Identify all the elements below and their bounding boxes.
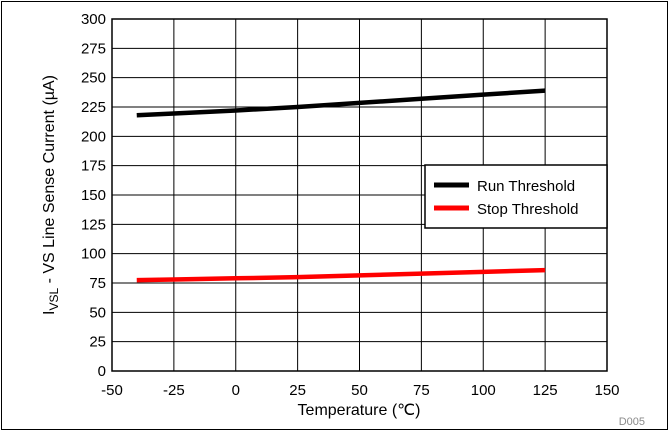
y-tick-label: 25 [89, 334, 106, 351]
y-tick-label: 275 [81, 40, 106, 57]
x-tick-label: 75 [413, 382, 430, 399]
y-axis-title: IVSL - VS Line Sense Current (µA) [41, 75, 61, 315]
legend-label-run-threshold: Run Threshold [477, 178, 575, 195]
figure-id: D005 [619, 416, 645, 428]
series-line-stop-threshold [136, 267, 546, 283]
x-tick-label: 100 [471, 382, 496, 399]
x-tick-label: 125 [533, 382, 558, 399]
y-tick-label: 225 [81, 99, 106, 116]
y-tick-label: 150 [81, 187, 106, 204]
y-tick-label: 0 [98, 363, 106, 380]
series-line-run-threshold [136, 88, 546, 118]
x-tick-label: 0 [232, 382, 240, 399]
y-tick-label: 100 [81, 246, 106, 263]
y-tick-label: 50 [89, 304, 106, 321]
x-tick-label: 50 [351, 382, 368, 399]
x-axis-title: Temperature (℃) [298, 402, 421, 419]
y-tick-labels: 0 25 50 75 100 125 150 175 200 225 250 275 300 [81, 11, 106, 380]
x-tick-label: -25 [163, 382, 185, 399]
x-tick-label: 25 [289, 382, 306, 399]
y-tick-label: 300 [81, 11, 106, 28]
x-tick-labels: -50 -25 0 25 50 75 100 125 150 [101, 382, 619, 399]
y-tick-label: 250 [81, 70, 106, 87]
legend: Run Threshold Stop Threshold [424, 164, 608, 229]
legend-box [424, 164, 608, 229]
x-tick-label: 150 [594, 382, 619, 399]
y-tick-label: 175 [81, 158, 106, 175]
legend-label-stop-threshold: Stop Threshold [477, 201, 578, 218]
x-tick-label: -50 [101, 382, 123, 399]
y-tick-label: 125 [81, 216, 106, 233]
y-tick-label: 200 [81, 128, 106, 145]
y-tick-label: 75 [89, 275, 106, 292]
series-layer [136, 88, 546, 283]
